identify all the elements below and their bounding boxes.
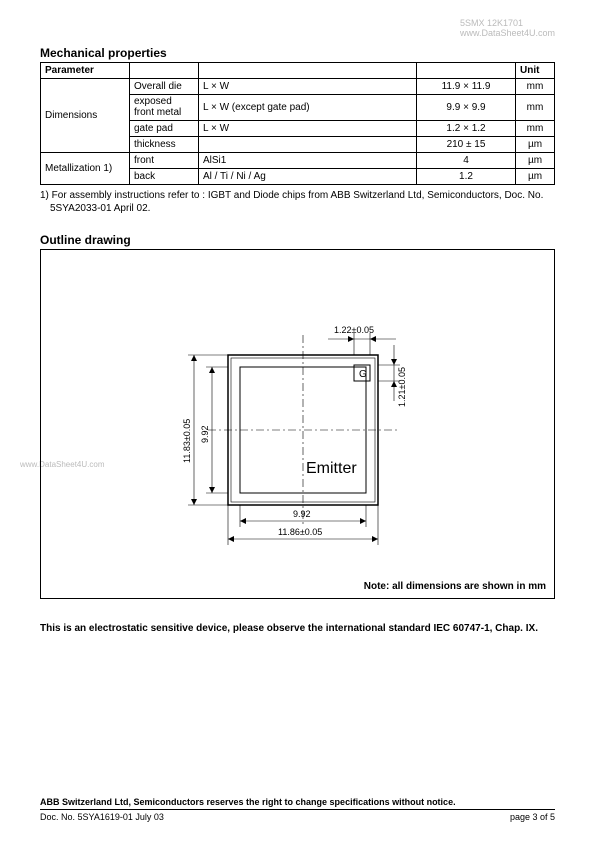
page: 5SMX 12K1701 www.DataSheet4U.com www.Dat… bbox=[0, 0, 595, 842]
mech-table: Parameter Unit Dimensions Overall die L … bbox=[40, 62, 555, 185]
cell-desc: L × W (except gate pad) bbox=[199, 95, 417, 121]
watermark-top: 5SMX 12K1701 www.DataSheet4U.com bbox=[460, 18, 555, 38]
cell-val: 1.2 bbox=[417, 169, 516, 185]
svg-text:9.92: 9.92 bbox=[200, 425, 210, 443]
emitter-label: Emitter bbox=[306, 460, 357, 477]
svg-text:1.21±0.05: 1.21±0.05 bbox=[397, 367, 407, 407]
cell-val: 210 ± 15 bbox=[417, 137, 516, 153]
cell-val: 11.9 × 11.9 bbox=[417, 79, 516, 95]
cell-val: 9.9 × 9.9 bbox=[417, 95, 516, 121]
table-row: Metallization 1) front AlSi1 4 µm bbox=[41, 153, 555, 169]
svg-text:1.22±0.05: 1.22±0.05 bbox=[334, 325, 374, 335]
mech-title: Mechanical properties bbox=[40, 46, 555, 63]
footer-doc: Doc. No. 5SYA1619-01 July 03 bbox=[40, 812, 164, 822]
outline-box: G Emitter 1.22±0.05 1.21±0.05 bbox=[40, 249, 555, 599]
cell-unit: mm bbox=[516, 79, 555, 95]
footer-page: page 3 of 5 bbox=[510, 812, 555, 822]
col-desc bbox=[199, 63, 417, 79]
esd-warning: This is an electrostatic sensitive devic… bbox=[40, 623, 555, 634]
cell-sub: thickness bbox=[130, 137, 199, 153]
cell-val: 4 bbox=[417, 153, 516, 169]
cell-unit: mm bbox=[516, 95, 555, 121]
watermark-url-top: www.DataSheet4U.com bbox=[460, 28, 555, 38]
cell-desc: AlSi1 bbox=[199, 153, 417, 169]
cell-val: 1.2 × 1.2 bbox=[417, 121, 516, 137]
cell-unit: µm bbox=[516, 137, 555, 153]
watermark-partno: 5SMX 12K1701 bbox=[460, 18, 523, 28]
mech-footnote: 1) For assembly instructions refer to : … bbox=[40, 189, 555, 215]
cell-unit: mm bbox=[516, 121, 555, 137]
footer-company: ABB Switzerland Ltd, Semiconductors rese… bbox=[40, 797, 555, 807]
cell-sub: Overall die bbox=[130, 79, 199, 95]
col-sub bbox=[130, 63, 199, 79]
cell-param: Dimensions bbox=[41, 79, 130, 153]
svg-text:9.92: 9.92 bbox=[293, 509, 311, 519]
cell-desc: L × W bbox=[199, 79, 417, 95]
col-unit: Unit bbox=[516, 63, 555, 79]
outline-drawing: G Emitter 1.22±0.05 1.21±0.05 bbox=[148, 315, 448, 575]
outline-note: Note: all dimensions are shown in mm bbox=[364, 581, 546, 592]
table-row: Parameter Unit bbox=[41, 63, 555, 79]
cell-sub: back bbox=[130, 169, 199, 185]
cell-sub: front bbox=[130, 153, 199, 169]
cell-desc: L × W bbox=[199, 121, 417, 137]
footer: ABB Switzerland Ltd, Semiconductors rese… bbox=[40, 797, 555, 822]
cell-sub: gate pad bbox=[130, 121, 199, 137]
cell-param: Metallization 1) bbox=[41, 153, 130, 185]
cell-unit: µm bbox=[516, 153, 555, 169]
table-row: Dimensions Overall die L × W 11.9 × 11.9… bbox=[41, 79, 555, 95]
cell-desc bbox=[199, 137, 417, 153]
col-val bbox=[417, 63, 516, 79]
cell-sub: exposed front metal bbox=[130, 95, 199, 121]
cell-unit: µm bbox=[516, 169, 555, 185]
col-parameter: Parameter bbox=[41, 63, 130, 79]
svg-text:11.83±0.05: 11.83±0.05 bbox=[182, 419, 192, 463]
cell-desc: Al / Ti / Ni / Ag bbox=[199, 169, 417, 185]
svg-text:11.86±0.05: 11.86±0.05 bbox=[278, 527, 322, 537]
gate-label: G bbox=[359, 369, 367, 380]
outline-title: Outline drawing bbox=[40, 233, 555, 250]
